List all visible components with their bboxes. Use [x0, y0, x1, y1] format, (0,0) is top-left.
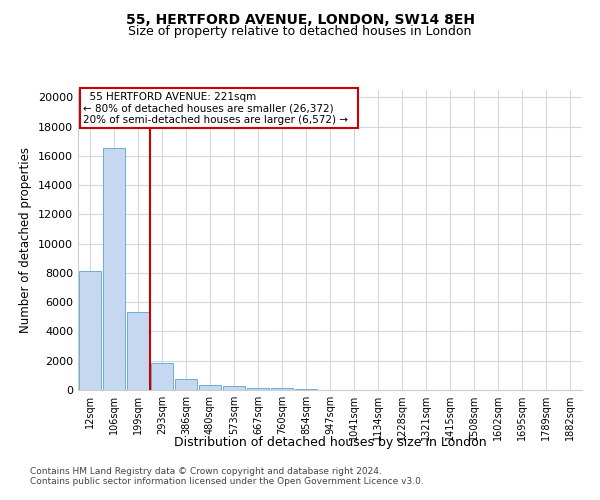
Bar [151, 362, 173, 390]
Bar [223, 386, 245, 390]
Bar [175, 379, 197, 390]
Bar [271, 388, 293, 390]
Text: 55 HERTFORD AVENUE: 221sqm
← 80% of detached houses are smaller (26,372)
20% of : 55 HERTFORD AVENUE: 221sqm ← 80% of deta… [83, 92, 355, 124]
Text: 55, HERTFORD AVENUE, LONDON, SW14 8EH: 55, HERTFORD AVENUE, LONDON, SW14 8EH [125, 12, 475, 26]
Text: Contains public sector information licensed under the Open Government Licence v3: Contains public sector information licen… [30, 477, 424, 486]
Text: Size of property relative to detached houses in London: Size of property relative to detached ho… [128, 25, 472, 38]
Bar [79, 272, 101, 390]
Bar [103, 148, 125, 390]
Bar [127, 312, 149, 390]
Bar [199, 384, 221, 390]
Text: Distribution of detached houses by size in London: Distribution of detached houses by size … [173, 436, 487, 449]
Bar [247, 388, 269, 390]
Y-axis label: Number of detached properties: Number of detached properties [19, 147, 32, 333]
Bar [295, 388, 317, 390]
Text: Contains HM Land Registry data © Crown copyright and database right 2024.: Contains HM Land Registry data © Crown c… [30, 467, 382, 476]
